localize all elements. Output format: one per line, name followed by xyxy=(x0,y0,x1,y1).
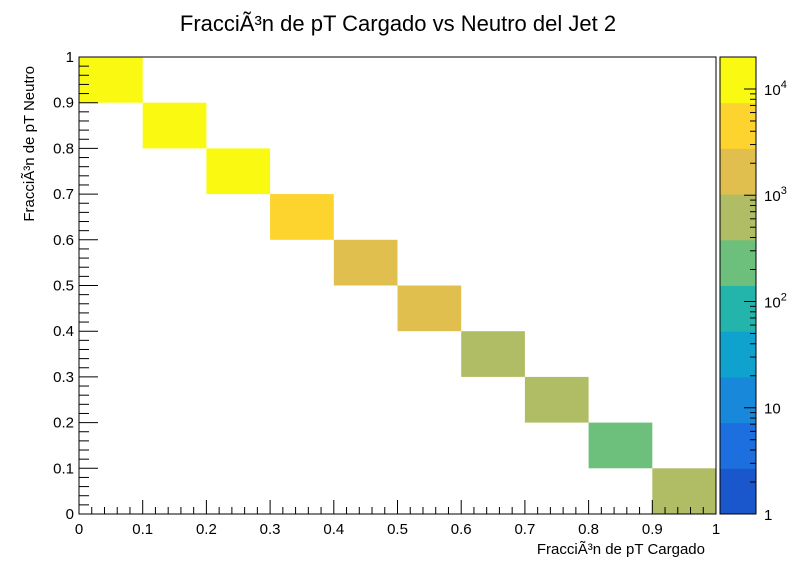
heatmap-bin-7 xyxy=(524,376,589,423)
y-tick-label: 0 xyxy=(66,506,74,523)
colorbar-label: 10 xyxy=(764,401,781,418)
x-tick-label: 0.7 xyxy=(514,521,535,538)
colorbar: 1 10 102 103 104 xyxy=(719,56,787,524)
x-tick-label: 1 xyxy=(712,521,720,538)
colorbar-label: 1 xyxy=(764,507,772,524)
heatmap-bin-9 xyxy=(652,468,716,514)
y-axis-label: FracciÃ³n de pT Neutro xyxy=(21,66,38,222)
colorbar-segment-0 xyxy=(720,468,756,515)
y-tick-label: 0.6 xyxy=(53,232,74,249)
colorbar-label: 103 xyxy=(764,185,787,205)
x-tick-label: 0.4 xyxy=(323,521,344,538)
colorbar-segment-4 xyxy=(720,285,756,332)
heatmap-bin-0 xyxy=(79,57,143,103)
colorbar-frame xyxy=(719,56,757,515)
heatmap-bins xyxy=(79,57,716,514)
y-tick-label: 0.4 xyxy=(53,323,74,340)
x-tick-label: 0.9 xyxy=(642,521,663,538)
heatmap-bin-5 xyxy=(397,285,462,332)
colorbar-segment-5 xyxy=(720,239,756,286)
axes: 0 0.1 0.2 0.3 0.4 0.5 0.6 0.7 0.8 0.9 1 0 0.1 0.2 0.3 0… xyxy=(53,49,720,538)
y-tick-label: 0.3 xyxy=(53,369,74,386)
colorbar-segment-6 xyxy=(720,194,756,241)
colorbar-segment-8 xyxy=(720,102,756,149)
heatmap-bin-8 xyxy=(588,422,653,469)
x-tick-label: 0.3 xyxy=(260,521,281,538)
y-tick-label: 0.2 xyxy=(53,415,74,432)
colorbar-label: 102 xyxy=(764,291,787,311)
colorbar-segment-7 xyxy=(720,148,756,195)
colorbar-label: 104 xyxy=(764,79,787,99)
y-tick-label: 0.5 xyxy=(53,278,74,295)
x-tick-label: 0.8 xyxy=(578,521,599,538)
x-tick-label: 0.6 xyxy=(451,521,472,538)
y-tick-label: 0.9 xyxy=(53,95,74,112)
y-tick-label: 0.7 xyxy=(53,186,74,203)
heatmap-bin-6 xyxy=(461,331,525,377)
y-tick-label: 0.8 xyxy=(53,140,74,157)
x-tick-label: 0 xyxy=(75,521,83,538)
x-tick-label: 0.5 xyxy=(387,521,408,538)
heatmap-bin-2 xyxy=(206,148,271,195)
x-tick-label: 0.1 xyxy=(132,521,153,538)
x-tick-label: 0.2 xyxy=(196,521,217,538)
heatmap-bin-4 xyxy=(333,239,398,286)
chart-title: FracciÃ³n de pT Cargado vs Neutro del Je… xyxy=(180,11,616,36)
colorbar-segment-3 xyxy=(720,331,756,378)
colorbar-segment-9 xyxy=(720,57,756,104)
x-axis-label: FracciÃ³n de pT Cargado xyxy=(537,541,705,558)
heatmap-bin-3 xyxy=(270,194,334,240)
y-tick-label: 0.1 xyxy=(53,460,74,477)
colorbar-segment-2 xyxy=(720,376,756,424)
y-tick-label: 1 xyxy=(66,49,74,66)
heatmap-bin-1 xyxy=(142,102,207,149)
colorbar-segment-1 xyxy=(720,422,756,469)
